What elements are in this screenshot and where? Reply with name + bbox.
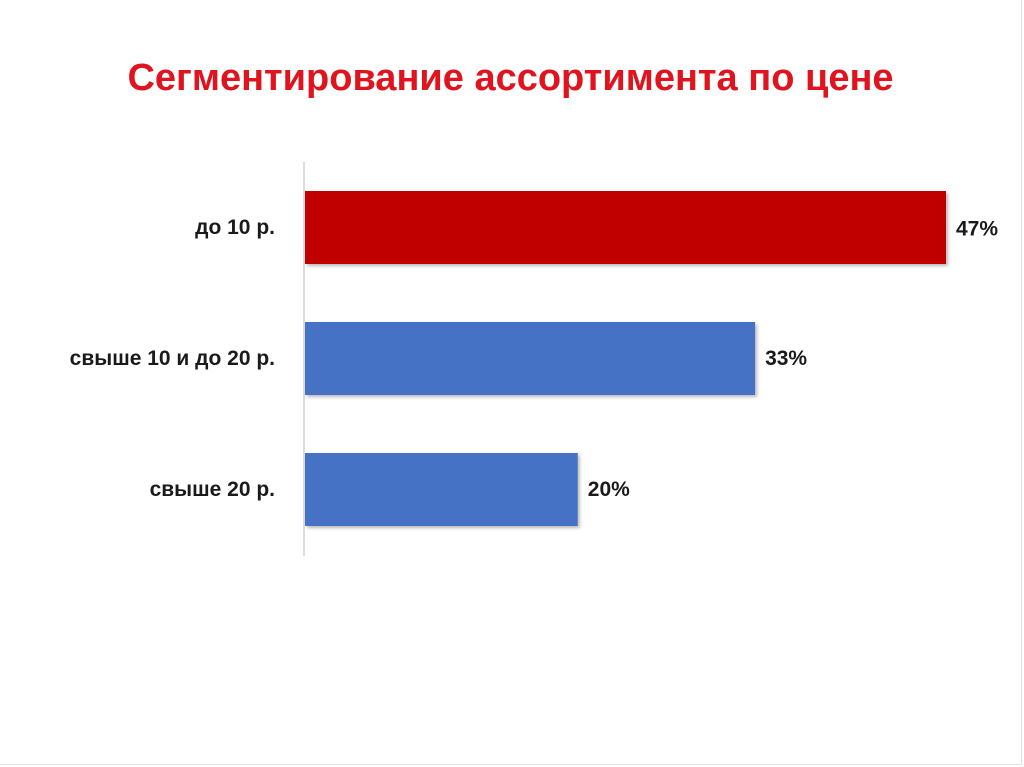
- slide-title: Сегментирование ассортимента по цене: [127, 57, 894, 99]
- bars-group: до 10 р. 47% свыше 10 и до 20 р. 33% свыше 2…: [70, 191, 998, 526]
- category-label-2: свыше 10 и до 20 р.: [70, 347, 275, 370]
- value-label-2: 33%: [765, 347, 807, 370]
- category-label-3: свыше 20 р.: [150, 478, 275, 501]
- category-label-1: до 10 р.: [195, 216, 275, 239]
- bar-1: [305, 191, 946, 264]
- value-label-3: 20%: [588, 478, 630, 501]
- bar-3: [305, 453, 578, 526]
- value-label-1: 47%: [956, 218, 998, 241]
- bar-2: [305, 322, 756, 395]
